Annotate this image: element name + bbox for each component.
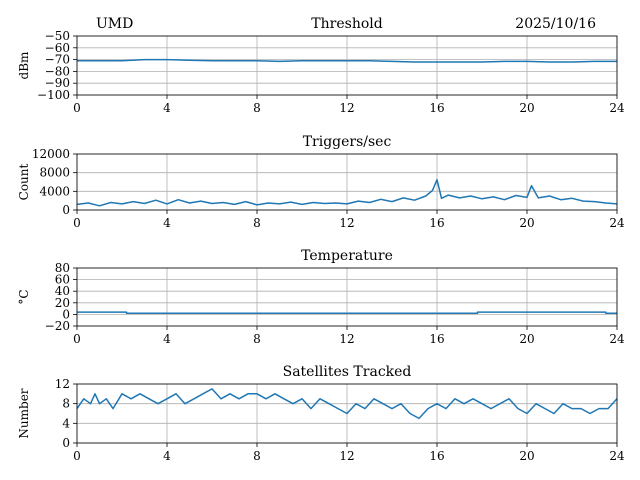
threshold-ytick-label-5: −50 [45,29,70,43]
panel-satellites: 0 4 8 12 16 20 24 0 4 8 12 Satellites Tracked Number [17,364,625,463]
satellites-xtick-label-4: 16 [429,449,444,463]
satellites-ytick-label-3: 12 [55,377,70,391]
satellites-xtick-label-1: 4 [163,449,171,463]
triggers-series-line [76,178,618,207]
threshold-xtick-label-3: 12 [339,101,354,115]
temperature-ytick-label-0: −20 [45,319,70,333]
temperature-series-line [77,311,617,314]
temperature-ytick-label-1: 0 [62,307,70,321]
temperature-ytick-label-4: 60 [55,273,70,287]
triggers-ylabel: Count [17,163,31,200]
temperature-xtick-label-3: 12 [339,332,354,346]
temperature-xtick-label-6: 24 [609,332,625,346]
threshold-ytick-label-4: −60 [45,41,70,55]
triggers-xtick-label-1: 4 [163,216,171,230]
temperature-ylabel: °C [17,289,31,304]
temperature-xtick-label-1: 4 [163,332,171,346]
panel-threshold: 0 4 8 12 16 20 24 −100−90−80−70−60−50 Threshold d… [17,16,625,115]
triggers-ytick-label-3: 12000 [32,147,70,161]
temperature-xtick-label-5: 20 [519,332,534,346]
threshold-xtick-label-2: 8 [253,101,261,115]
triggers-xtick-label-6: 24 [609,216,625,230]
satellites-ytick-label-2: 8 [62,397,70,411]
threshold-xtick-label-4: 16 [429,101,444,115]
threshold-xtick-label-0: 0 [73,101,81,115]
satellites-series-line [76,388,618,420]
triggers-ytick-label-1: 4000 [39,184,70,198]
panels: 0 4 8 12 16 20 24 −100−90−80−70−60−50 Threshold d… [17,16,625,463]
temperature-ytick-label-5: 80 [55,261,70,275]
header-left-label: UMD [96,16,133,32]
threshold-ytick-label-1: −90 [45,76,70,90]
satellites-ytick-label-1: 4 [62,416,70,430]
satellites-xtick-label-2: 8 [253,449,261,463]
triggers-ytick-label-0: 0 [62,203,70,217]
threshold-xtick-label-1: 4 [163,101,171,115]
threshold-ytick-label-0: −100 [37,88,70,102]
triggers-xtick-label-4: 16 [429,216,444,230]
panel-triggers: 0 4 8 12 16 20 24 0 4000 8000 12000 Triggers/sec Cou… [17,134,625,230]
temperature-ytick-label-3: 40 [55,284,70,298]
threshold-ytick-label-2: −80 [45,64,70,78]
satellites-xtick-label-3: 12 [339,449,354,463]
triggers-xtick-label-3: 12 [339,216,354,230]
satellites-ytick-label-0: 0 [62,436,70,450]
satellites-xtick-label-0: 0 [73,449,81,463]
threshold-title: Threshold [311,16,382,32]
temperature-xtick-label-4: 16 [429,332,444,346]
header-right-date: 2025/10/16 [515,16,596,32]
triggers-ytick-label-2: 8000 [39,166,70,180]
threshold-ytick-label-3: −70 [45,53,70,67]
satellites-xtick-label-5: 20 [519,449,534,463]
satellites-xtick-label-6: 24 [609,449,625,463]
triggers-title: Triggers/sec [303,134,392,150]
triggers-xtick-label-0: 0 [73,216,81,230]
temperature-ytick-label-2: 20 [55,296,70,310]
triggers-xtick-label-5: 20 [519,216,534,230]
triggers-xtick-label-2: 8 [253,216,261,230]
threshold-xtick-label-5: 20 [519,101,534,115]
temperature-title: Temperature [301,248,393,264]
temperature-xtick-label-0: 0 [73,332,81,346]
threshold-ylabel: dBm [17,51,31,80]
temperature-xtick-label-2: 8 [253,332,261,346]
threshold-series-line [77,58,617,63]
threshold-xtick-label-6: 24 [609,101,625,115]
satellites-title: Satellites Tracked [283,364,412,380]
satellites-ylabel: Number [17,388,31,438]
